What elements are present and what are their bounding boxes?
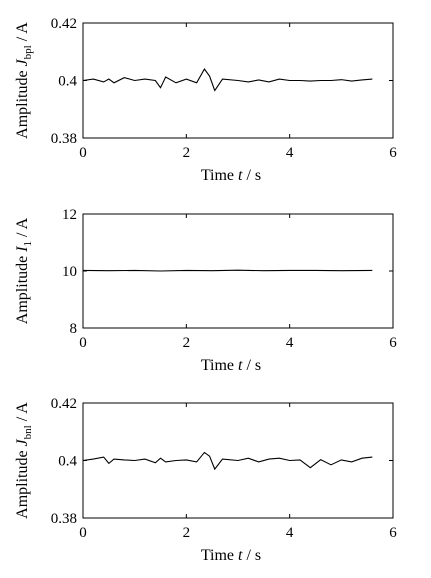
x-tick-label: 0: [79, 335, 87, 351]
x-tick-label: 2: [183, 525, 191, 541]
x-axis-label: Time t / s: [201, 547, 261, 564]
y-axis-label: Amplitude I1 / A: [14, 217, 34, 324]
x-tick-label: 0: [79, 525, 87, 541]
x-tick-label: 2: [183, 335, 191, 351]
chart-panel-2: 0 2 4 6 8 10 12 Time t / s Amplitude I1 / A: [14, 207, 397, 374]
series-line: [82, 67, 373, 92]
x-axis-label: Time t / s: [201, 357, 261, 374]
y-tick-label: 0.42: [51, 16, 77, 32]
series-line: [82, 269, 373, 272]
y-tick-label: 0.4: [58, 454, 77, 470]
x-tick-label: 4: [286, 335, 294, 351]
chart-panel-3: 0 2 4 6 0.38 0.4 0.42 Time t / s Amplitude Jbnl …: [14, 396, 397, 564]
y-tick-label: 12: [62, 207, 77, 223]
y-tick-label: 8: [70, 321, 78, 337]
y-tick-label: 10: [62, 264, 77, 280]
y-tick-label: 0.38: [51, 131, 77, 147]
y-axis-label: Amplitude Jbpl / A: [14, 22, 34, 139]
x-tick-label: 6: [389, 525, 397, 541]
chart-panel-1: 0 2 4 6 0.38 0.4 0.42 Time t / s Amplitude Jbpl …: [14, 16, 397, 184]
x-tick-label: 0: [79, 145, 87, 161]
y-axis-label: Amplitude Jbnl / A: [14, 402, 34, 519]
x-tick-label: 2: [183, 145, 191, 161]
x-tick-label: 6: [389, 335, 397, 351]
x-tick-label: 6: [389, 145, 397, 161]
x-tick-label: 4: [286, 525, 294, 541]
y-tick-label: 0.4: [58, 74, 77, 90]
y-tick-label: 0.42: [51, 396, 77, 412]
y-tick-label: 0.38: [51, 511, 77, 527]
x-tick-label: 4: [286, 145, 294, 161]
series-line: [82, 451, 373, 471]
x-axis-label: Time t / s: [201, 167, 261, 184]
